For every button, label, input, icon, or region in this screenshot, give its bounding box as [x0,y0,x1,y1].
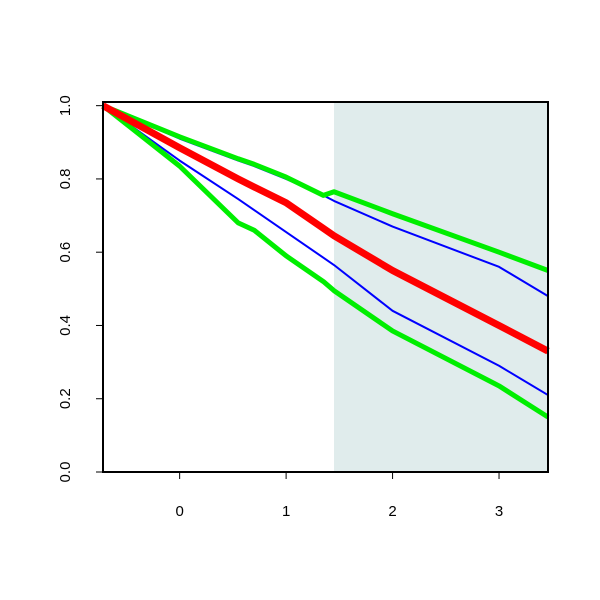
series-line [101,103,550,420]
x-tick-label: 3 [495,503,503,520]
x-tick-label: 2 [388,503,396,520]
y-tick-label: 0.6 [57,242,74,263]
series-line [101,102,550,355]
shaded-region [334,102,548,472]
y-tick-label: 0.0 [57,462,74,483]
x-tick-label: 0 [175,503,183,520]
y-tick-label: 0.4 [57,315,74,336]
plot-frame [102,101,549,473]
y-tick-label: 0.8 [57,169,74,190]
series-line [102,104,549,396]
y-tick-label: 0.2 [57,388,74,409]
x-tick-label: 1 [282,503,290,520]
series-line [102,103,549,273]
y-tick-label: 1.0 [57,95,74,116]
